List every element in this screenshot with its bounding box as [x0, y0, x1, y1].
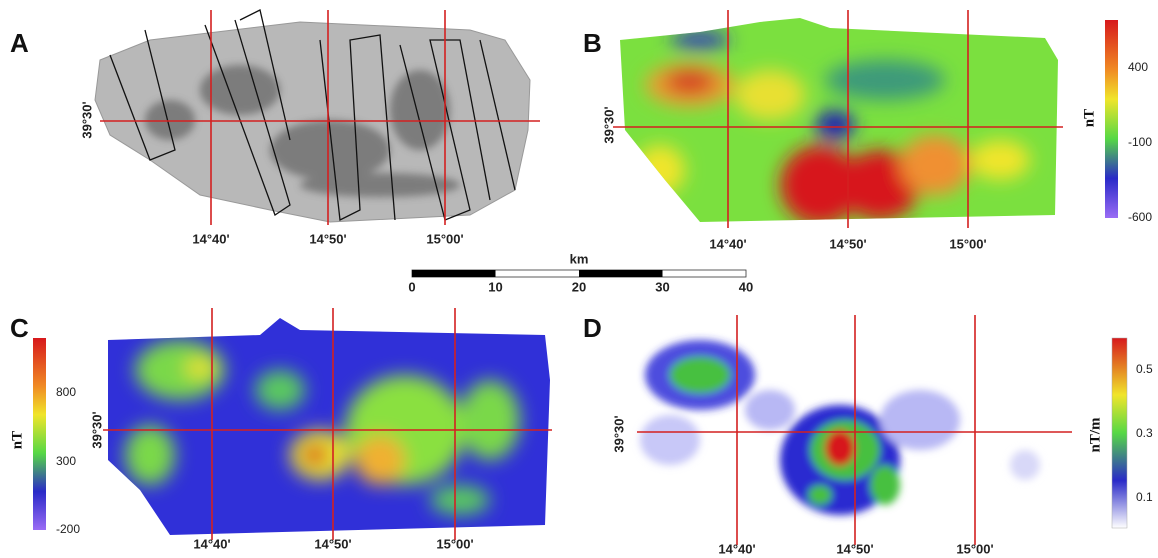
colorbar-tick-label: 400 — [1128, 60, 1148, 74]
longitude-label: 15°00' — [949, 236, 986, 251]
latitude-label: 39°30' — [89, 411, 104, 448]
longitude-label: 14°40' — [709, 236, 746, 251]
map-d — [640, 340, 1040, 515]
panel-letter: B — [583, 28, 602, 58]
scale-tick-label: 20 — [572, 279, 586, 294]
latitude-label: 39°30' — [611, 415, 626, 452]
colorbar-d — [1112, 338, 1127, 528]
colorbar-tick-label: 300 — [56, 454, 76, 468]
scale-tick-label: 10 — [488, 279, 502, 294]
scale-bar — [412, 270, 746, 277]
colorbar-tick-label: 0.5 — [1136, 362, 1153, 376]
scale-tick-label: 40 — [739, 279, 753, 294]
longitude-label: 14°40' — [193, 536, 230, 551]
map-b — [600, 10, 1070, 230]
latitude-label: 39°30' — [601, 106, 616, 143]
longitude-label: 14°50' — [829, 236, 866, 251]
panel-letter: D — [583, 313, 602, 343]
longitude-label: 14°50' — [309, 231, 346, 246]
map-c — [100, 310, 560, 540]
colorbar-tick-label: -600 — [1128, 210, 1152, 224]
longitude-label: 14°50' — [836, 541, 873, 556]
longitude-label: 14°50' — [314, 536, 351, 551]
map-a — [95, 10, 530, 222]
colorbar-tick-label: -100 — [1128, 135, 1152, 149]
scale-tick-label: 30 — [655, 279, 669, 294]
longitude-label: 15°00' — [436, 536, 473, 551]
longitude-label: 14°40' — [192, 231, 229, 246]
scale-tick-label: 0 — [408, 279, 415, 294]
latitude-label: 39°30' — [79, 101, 94, 138]
panel-letter: C — [10, 313, 29, 343]
colorbar-unit: nT — [1081, 109, 1097, 127]
colorbar-unit: nT/m — [1087, 417, 1103, 453]
colorbar-tick-label: -200 — [56, 522, 80, 536]
panel-letter: A — [10, 28, 29, 58]
longitude-label: 14°40' — [718, 541, 755, 556]
longitude-label: 15°00' — [426, 231, 463, 246]
colorbar-tick-label: 0.1 — [1136, 490, 1153, 504]
colorbar-tick-label: 800 — [56, 385, 76, 399]
colorbar-unit: nT — [9, 431, 25, 449]
colorbar-c — [33, 338, 46, 530]
figure: A 39°30' 14°40' 14°50' 15°00' B 39°30' 14°40' 14… — [0, 0, 1158, 558]
colorbar-tick-label: 0.3 — [1136, 426, 1153, 440]
scale-unit: km — [570, 251, 589, 266]
longitude-label: 15°00' — [956, 541, 993, 556]
colorbar-b — [1105, 20, 1118, 218]
